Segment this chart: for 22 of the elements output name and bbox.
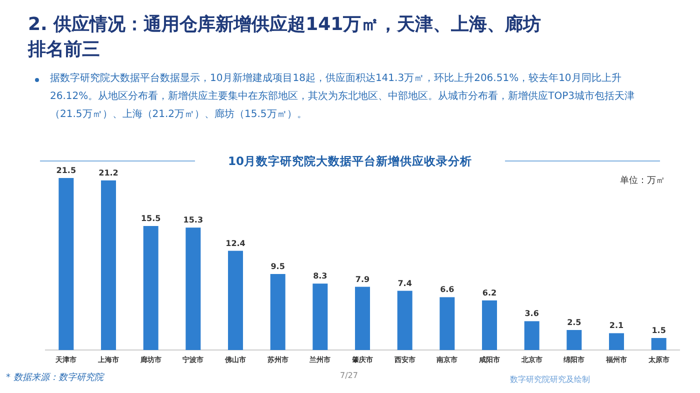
bar [440,297,455,350]
bar [651,338,666,350]
annotation: 7/27 [340,371,358,380]
bar [228,250,243,350]
bar [524,321,540,350]
bar [270,274,286,350]
bar [101,180,116,350]
bar [609,333,624,350]
bar [482,300,497,350]
bar [397,290,412,350]
bar [355,286,370,350]
bar [566,330,582,350]
bar [312,284,328,350]
annotation: 据数字研究院大数据平台数据显示，10月新增建成项目18起，供应面积达141.3万㎡，环比上升206.51%，较去年10月同比上升26.12%。从地区分布看，新增供应主要集中在东部地区，其次为东北地区、中部地区。从城市分布看，新增供应TOP3城市包括天津（21.5万㎡）、上海（21.2万㎡）、廊坊（15.5万㎡）。 [50,72,636,122]
annotation: 数字研究院研究及绘制 [510,374,590,385]
ylabel: 单位：万㎡ [620,176,665,186]
bar [186,228,201,350]
bar [143,226,158,350]
bar [58,178,74,350]
subtitle: 10月数字研究院大数据平台新增供应收录分析 [228,154,472,168]
annotation: * 数据来源：数字研究院 [6,372,104,384]
title: 2. 供应情况：通用仓库新增供应超141万㎡，天津、上海、廊坊排名前三 [28,13,542,62]
